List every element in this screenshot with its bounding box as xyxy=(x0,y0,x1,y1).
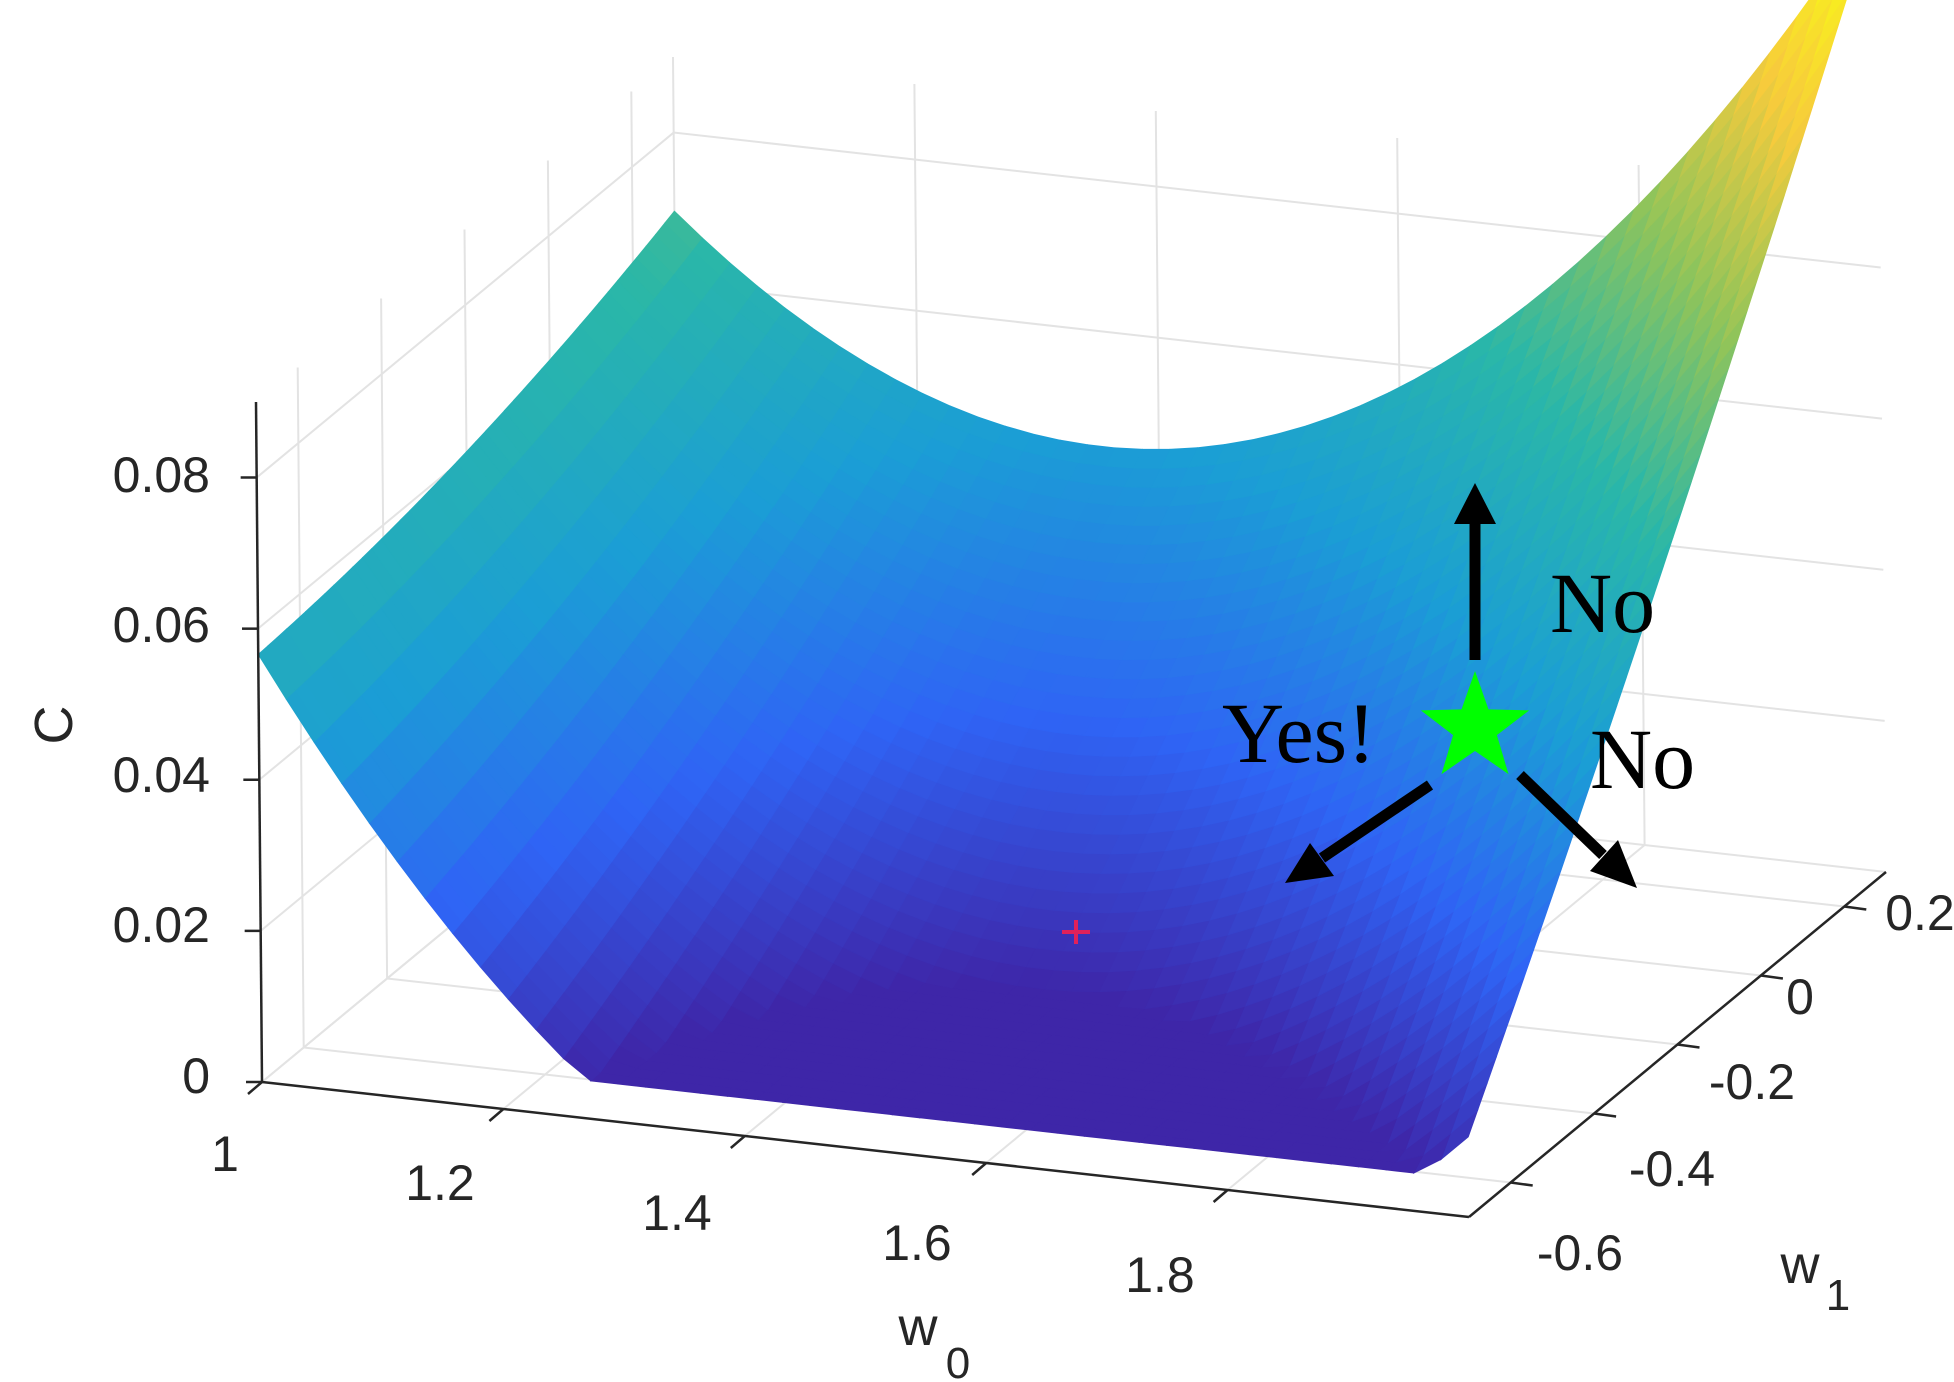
y-axis-tick-labels: -0.6 -0.4 -0.2 0 0.2 xyxy=(1537,885,1954,1281)
x-axis-label-main: w xyxy=(898,1297,939,1357)
surface-patch xyxy=(664,210,703,251)
y-axis-label-subscript: 1 xyxy=(1826,1271,1850,1320)
x-tick-label: 1.2 xyxy=(405,1155,475,1211)
x-axis-line xyxy=(261,1080,1470,1219)
z-axis-line xyxy=(254,401,264,1083)
y-tick xyxy=(1760,974,1784,980)
y-tick-label: -0.6 xyxy=(1537,1225,1623,1281)
y-axis-label: w 1 xyxy=(1780,1235,1851,1320)
axes xyxy=(240,401,1887,1219)
x-tick xyxy=(488,1108,505,1122)
z-tick-label: 0 xyxy=(182,1048,210,1104)
label-no-right: No xyxy=(1590,711,1695,807)
arrow-down-right-head xyxy=(1590,840,1637,888)
z-tick-label: 0.02 xyxy=(113,897,210,953)
x-tick-label: 1.4 xyxy=(642,1185,712,1241)
label-no-up: No xyxy=(1550,555,1655,651)
z-axis-tick-labels: 0.08 0.06 0.04 0.02 0 xyxy=(113,447,210,1104)
x-tick xyxy=(1212,1189,1229,1203)
y-tick xyxy=(1593,1112,1617,1118)
label-yes: Yes! xyxy=(1222,685,1376,781)
y-tick xyxy=(1510,1181,1533,1187)
arrow-down-left-head xyxy=(1285,843,1334,883)
annotations: No No Yes! xyxy=(1062,483,1695,944)
z-tick-label: 0.06 xyxy=(113,597,210,653)
x-tick xyxy=(729,1135,746,1149)
y-tick-label: 0 xyxy=(1786,969,1814,1025)
star-marker-icon xyxy=(1420,671,1530,775)
z-tick-label: 0.08 xyxy=(113,447,210,503)
z-axis-label: C xyxy=(24,706,84,745)
z-tick-label: 0.04 xyxy=(113,747,210,803)
arrow-down-right xyxy=(1516,771,1607,859)
y-tick xyxy=(1844,905,1867,911)
x-tick-label: 1 xyxy=(211,1126,239,1182)
x-tick-label: 1.6 xyxy=(882,1215,952,1271)
y-tick xyxy=(1677,1043,1700,1049)
arrow-down-left xyxy=(1318,780,1434,863)
x-tick-label: 1.8 xyxy=(1125,1247,1195,1303)
x-axis-label-subscript: 0 xyxy=(946,1339,970,1382)
x-axis-label: w 0 xyxy=(898,1297,971,1382)
y-axis-label-main: w xyxy=(1780,1235,1821,1295)
y-tick-label: -0.4 xyxy=(1629,1141,1715,1197)
arrow-up-head xyxy=(1454,483,1496,524)
x-tick xyxy=(247,1081,263,1095)
y-tick-label: 0.2 xyxy=(1885,885,1954,941)
surface-patch xyxy=(1813,0,1821,10)
y-tick-label: -0.2 xyxy=(1709,1054,1795,1110)
x-axis-tick-labels: 1 1.2 1.4 1.6 1.8 xyxy=(211,1126,1195,1303)
x-tick xyxy=(971,1162,988,1176)
minimum-marker xyxy=(1062,920,1090,944)
